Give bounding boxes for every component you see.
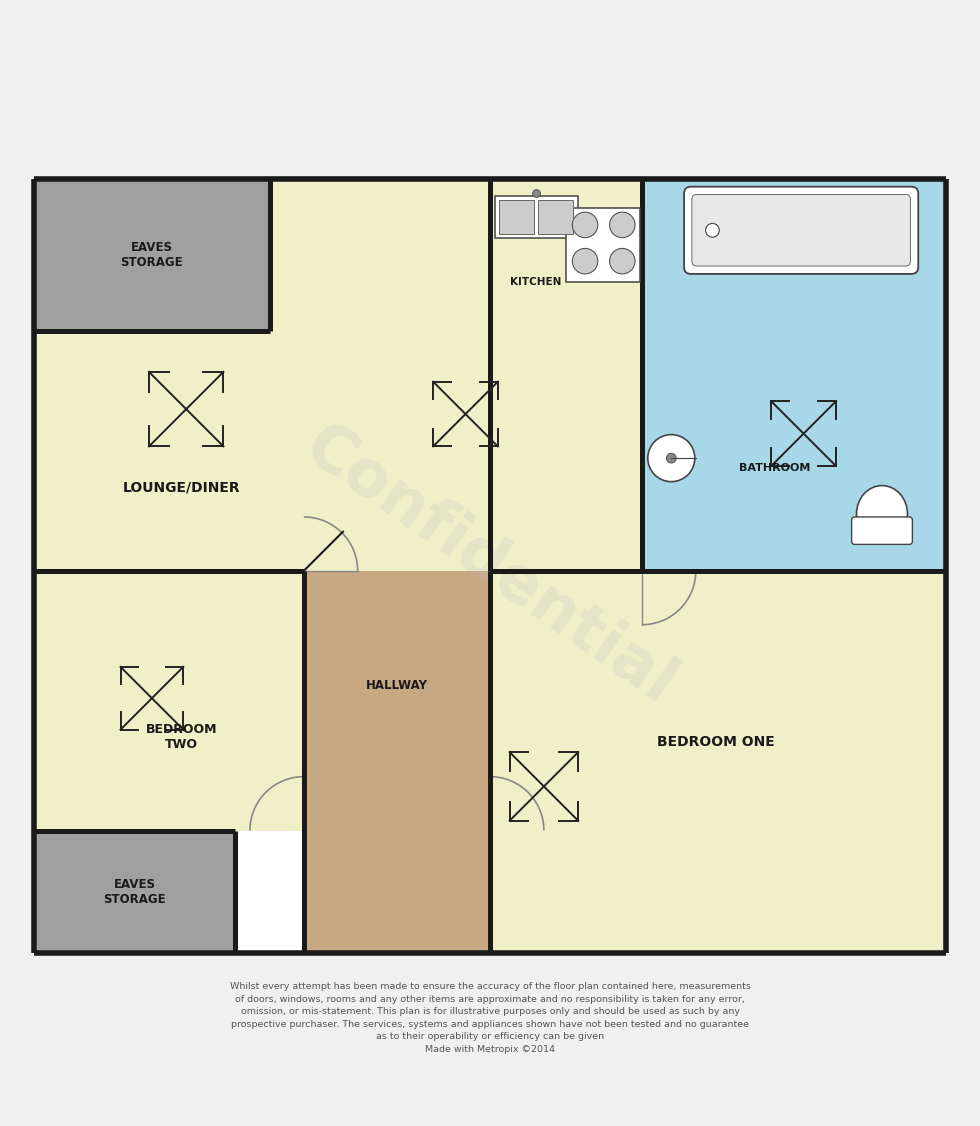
Bar [566, 208, 640, 282]
Circle shape [610, 212, 635, 238]
Bar [642, 179, 946, 571]
Bar [270, 179, 490, 331]
Circle shape [533, 189, 541, 197]
FancyBboxPatch shape [684, 187, 918, 274]
Text: Confidential: Confidential [293, 414, 687, 717]
Bar [490, 571, 946, 953]
Circle shape [572, 249, 598, 274]
Circle shape [648, 435, 695, 482]
FancyBboxPatch shape [692, 195, 910, 266]
Bar [495, 196, 578, 238]
Bar [304, 571, 490, 953]
Circle shape [572, 212, 598, 238]
Text: KITCHEN: KITCHEN [510, 277, 561, 287]
Bar [34, 179, 270, 331]
Text: EAVES
STORAGE: EAVES STORAGE [104, 878, 166, 905]
Text: HALLWAY: HALLWAY [366, 679, 428, 692]
Text: EAVES
STORAGE: EAVES STORAGE [121, 241, 183, 269]
Text: BEDROOM
TWO: BEDROOM TWO [146, 723, 217, 751]
Circle shape [666, 454, 676, 463]
Bar [538, 200, 573, 234]
Bar [490, 179, 642, 571]
Text: LOUNGE/DINER: LOUNGE/DINER [122, 481, 240, 494]
Bar [34, 179, 946, 953]
Circle shape [610, 249, 635, 274]
Ellipse shape [857, 485, 907, 543]
Text: BATHROOM: BATHROOM [739, 463, 809, 473]
Bar [34, 571, 304, 831]
Bar [34, 831, 235, 953]
Text: BEDROOM ONE: BEDROOM ONE [657, 735, 774, 749]
Circle shape [706, 223, 719, 238]
Bar [499, 200, 534, 234]
Text: Whilst every attempt has been made to ensure the accuracy of the floor plan cont: Whilst every attempt has been made to en… [229, 983, 751, 1054]
Bar [34, 331, 490, 571]
FancyBboxPatch shape [852, 517, 912, 544]
